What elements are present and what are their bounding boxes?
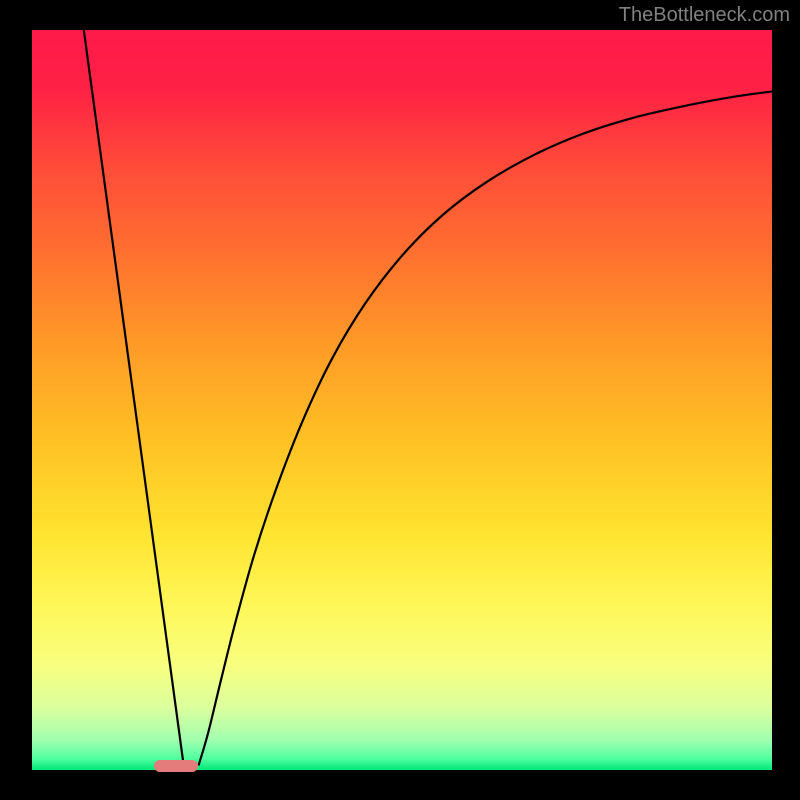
chart-area [32,30,772,770]
optimum-marker [154,760,198,772]
curve-overlay [32,30,772,770]
watermark-text: TheBottleneck.com [619,4,790,27]
